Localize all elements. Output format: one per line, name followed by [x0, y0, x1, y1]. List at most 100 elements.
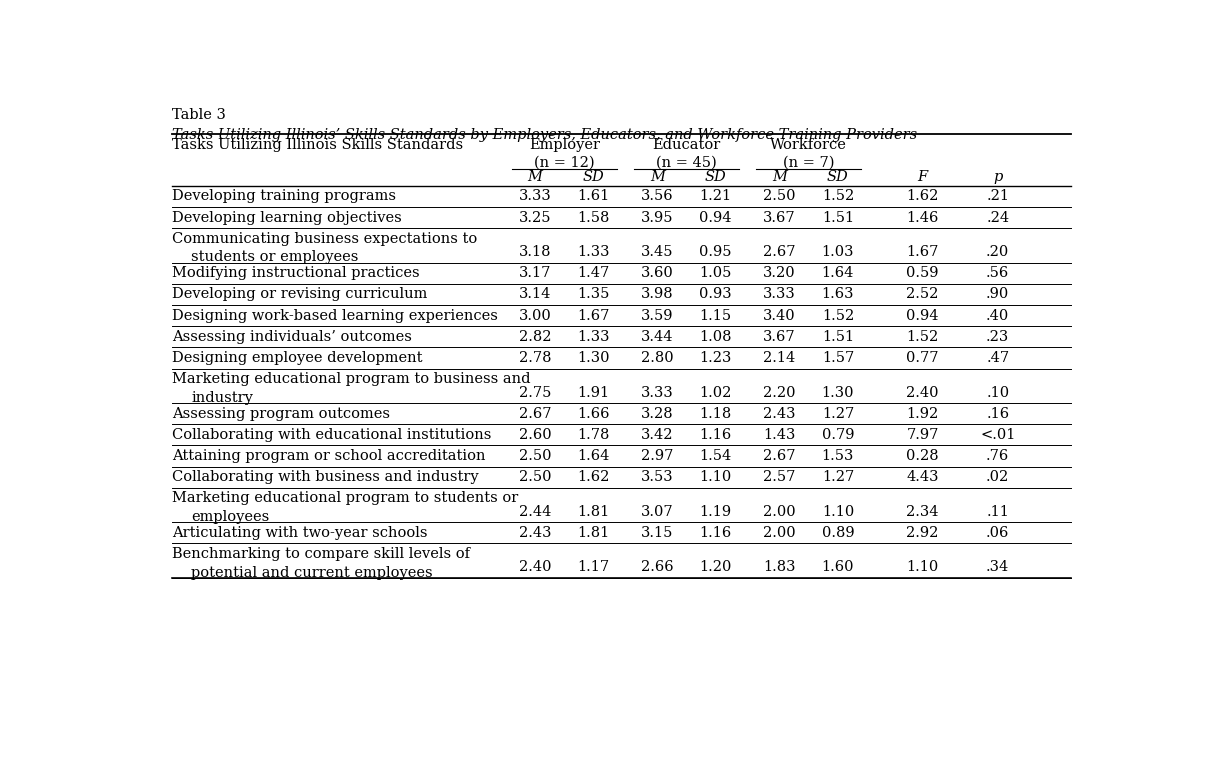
Text: (n = 12): (n = 12) [534, 156, 594, 170]
Text: 3.28: 3.28 [642, 406, 673, 420]
Text: SD: SD [582, 170, 604, 184]
Text: M: M [528, 170, 542, 184]
Text: Articulating with two-year schools: Articulating with two-year schools [172, 526, 428, 539]
Text: 2.97: 2.97 [642, 449, 673, 463]
Text: M: M [650, 170, 665, 184]
Text: .20: .20 [986, 245, 1009, 259]
Text: .76: .76 [986, 449, 1009, 463]
Text: 3.17: 3.17 [519, 266, 552, 280]
Text: 1.20: 1.20 [700, 560, 731, 574]
Text: Assessing individuals’ outcomes: Assessing individuals’ outcomes [172, 330, 412, 344]
Text: 1.66: 1.66 [577, 406, 610, 420]
Text: 3.07: 3.07 [642, 505, 673, 519]
Text: <.01: <.01 [980, 428, 1015, 442]
Text: 2.57: 2.57 [763, 470, 796, 485]
Text: Marketing educational program to students or: Marketing educational program to student… [172, 491, 518, 505]
Text: M: M [773, 170, 787, 184]
Text: p: p [993, 170, 1002, 184]
Text: .06: .06 [986, 526, 1009, 539]
Text: Developing training programs: Developing training programs [172, 190, 397, 204]
Text: 1.81: 1.81 [577, 526, 610, 539]
Text: .21: .21 [986, 190, 1009, 204]
Text: .23: .23 [986, 330, 1009, 344]
Text: 3.44: 3.44 [642, 330, 673, 344]
Text: Attaining program or school accreditation: Attaining program or school accreditatio… [172, 449, 486, 463]
Text: 2.67: 2.67 [519, 406, 552, 420]
Text: 3.67: 3.67 [763, 211, 796, 224]
Text: 1.05: 1.05 [700, 266, 731, 280]
Text: Educator: Educator [653, 138, 721, 152]
Text: 1.43: 1.43 [763, 428, 796, 442]
Text: 1.52: 1.52 [821, 309, 854, 323]
Text: Modifying instructional practices: Modifying instructional practices [172, 266, 420, 280]
Text: 1.62: 1.62 [577, 470, 610, 485]
Text: Developing learning objectives: Developing learning objectives [172, 211, 402, 224]
Text: 1.27: 1.27 [821, 406, 854, 420]
Text: Marketing educational program to business and: Marketing educational program to busines… [172, 372, 531, 386]
Text: 0.94: 0.94 [700, 211, 731, 224]
Text: industry: industry [192, 391, 254, 405]
Text: Designing employee development: Designing employee development [172, 351, 423, 365]
Text: Workforce: Workforce [770, 138, 847, 152]
Text: 1.19: 1.19 [700, 505, 731, 519]
Text: 3.56: 3.56 [642, 190, 673, 204]
Text: employees: employees [192, 510, 269, 524]
Text: 1.30: 1.30 [821, 385, 854, 399]
Text: 1.16: 1.16 [700, 428, 731, 442]
Text: 2.00: 2.00 [763, 526, 796, 539]
Text: .34: .34 [986, 560, 1009, 574]
Text: 1.33: 1.33 [577, 330, 610, 344]
Text: .90: .90 [986, 287, 1009, 301]
Text: 1.46: 1.46 [906, 211, 939, 224]
Text: 3.15: 3.15 [642, 526, 673, 539]
Text: 2.75: 2.75 [519, 385, 552, 399]
Text: .10: .10 [986, 385, 1009, 399]
Text: 1.62: 1.62 [906, 190, 939, 204]
Text: 3.33: 3.33 [519, 190, 552, 204]
Text: 1.02: 1.02 [700, 385, 731, 399]
Text: 1.21: 1.21 [700, 190, 731, 204]
Text: 1.63: 1.63 [821, 287, 854, 301]
Text: 1.35: 1.35 [577, 287, 610, 301]
Text: (n = 7): (n = 7) [782, 156, 835, 170]
Text: Tasks Utilizing Illinois’ Skills Standards by Employers, Educators, and Workforc: Tasks Utilizing Illinois’ Skills Standar… [172, 128, 917, 142]
Text: SD: SD [827, 170, 849, 184]
Text: 1.16: 1.16 [700, 526, 731, 539]
Text: SD: SD [705, 170, 727, 184]
Text: 2.14: 2.14 [763, 351, 796, 365]
Text: 1.91: 1.91 [577, 385, 609, 399]
Text: 1.57: 1.57 [821, 351, 854, 365]
Text: 1.92: 1.92 [906, 406, 939, 420]
Text: .47: .47 [986, 351, 1009, 365]
Text: 0.79: 0.79 [821, 428, 854, 442]
Text: 0.28: 0.28 [906, 449, 939, 463]
Text: Developing or revising curriculum: Developing or revising curriculum [172, 287, 428, 301]
Text: 1.47: 1.47 [577, 266, 610, 280]
Text: 0.59: 0.59 [906, 266, 939, 280]
Text: 1.27: 1.27 [821, 470, 854, 485]
Text: 3.98: 3.98 [642, 287, 673, 301]
Text: 1.10: 1.10 [906, 560, 939, 574]
Text: 1.60: 1.60 [821, 560, 854, 574]
Text: 1.53: 1.53 [821, 449, 854, 463]
Text: Table 3: Table 3 [172, 108, 226, 122]
Text: Communicating business expectations to: Communicating business expectations to [172, 231, 478, 245]
Text: 3.25: 3.25 [519, 211, 552, 224]
Text: 1.30: 1.30 [577, 351, 610, 365]
Text: 0.89: 0.89 [821, 526, 854, 539]
Text: 1.08: 1.08 [700, 330, 731, 344]
Text: 0.95: 0.95 [700, 245, 731, 259]
Text: 1.18: 1.18 [700, 406, 731, 420]
Text: 1.51: 1.51 [822, 211, 854, 224]
Text: 2.00: 2.00 [763, 505, 796, 519]
Text: 2.52: 2.52 [906, 287, 939, 301]
Text: 1.51: 1.51 [822, 330, 854, 344]
Text: 2.67: 2.67 [763, 245, 796, 259]
Text: 1.67: 1.67 [577, 309, 610, 323]
Text: 0.77: 0.77 [906, 351, 939, 365]
Text: 1.15: 1.15 [700, 309, 731, 323]
Text: 3.45: 3.45 [642, 245, 673, 259]
Text: students or employees: students or employees [192, 250, 359, 265]
Text: .16: .16 [986, 406, 1009, 420]
Text: Designing work-based learning experiences: Designing work-based learning experience… [172, 309, 499, 323]
